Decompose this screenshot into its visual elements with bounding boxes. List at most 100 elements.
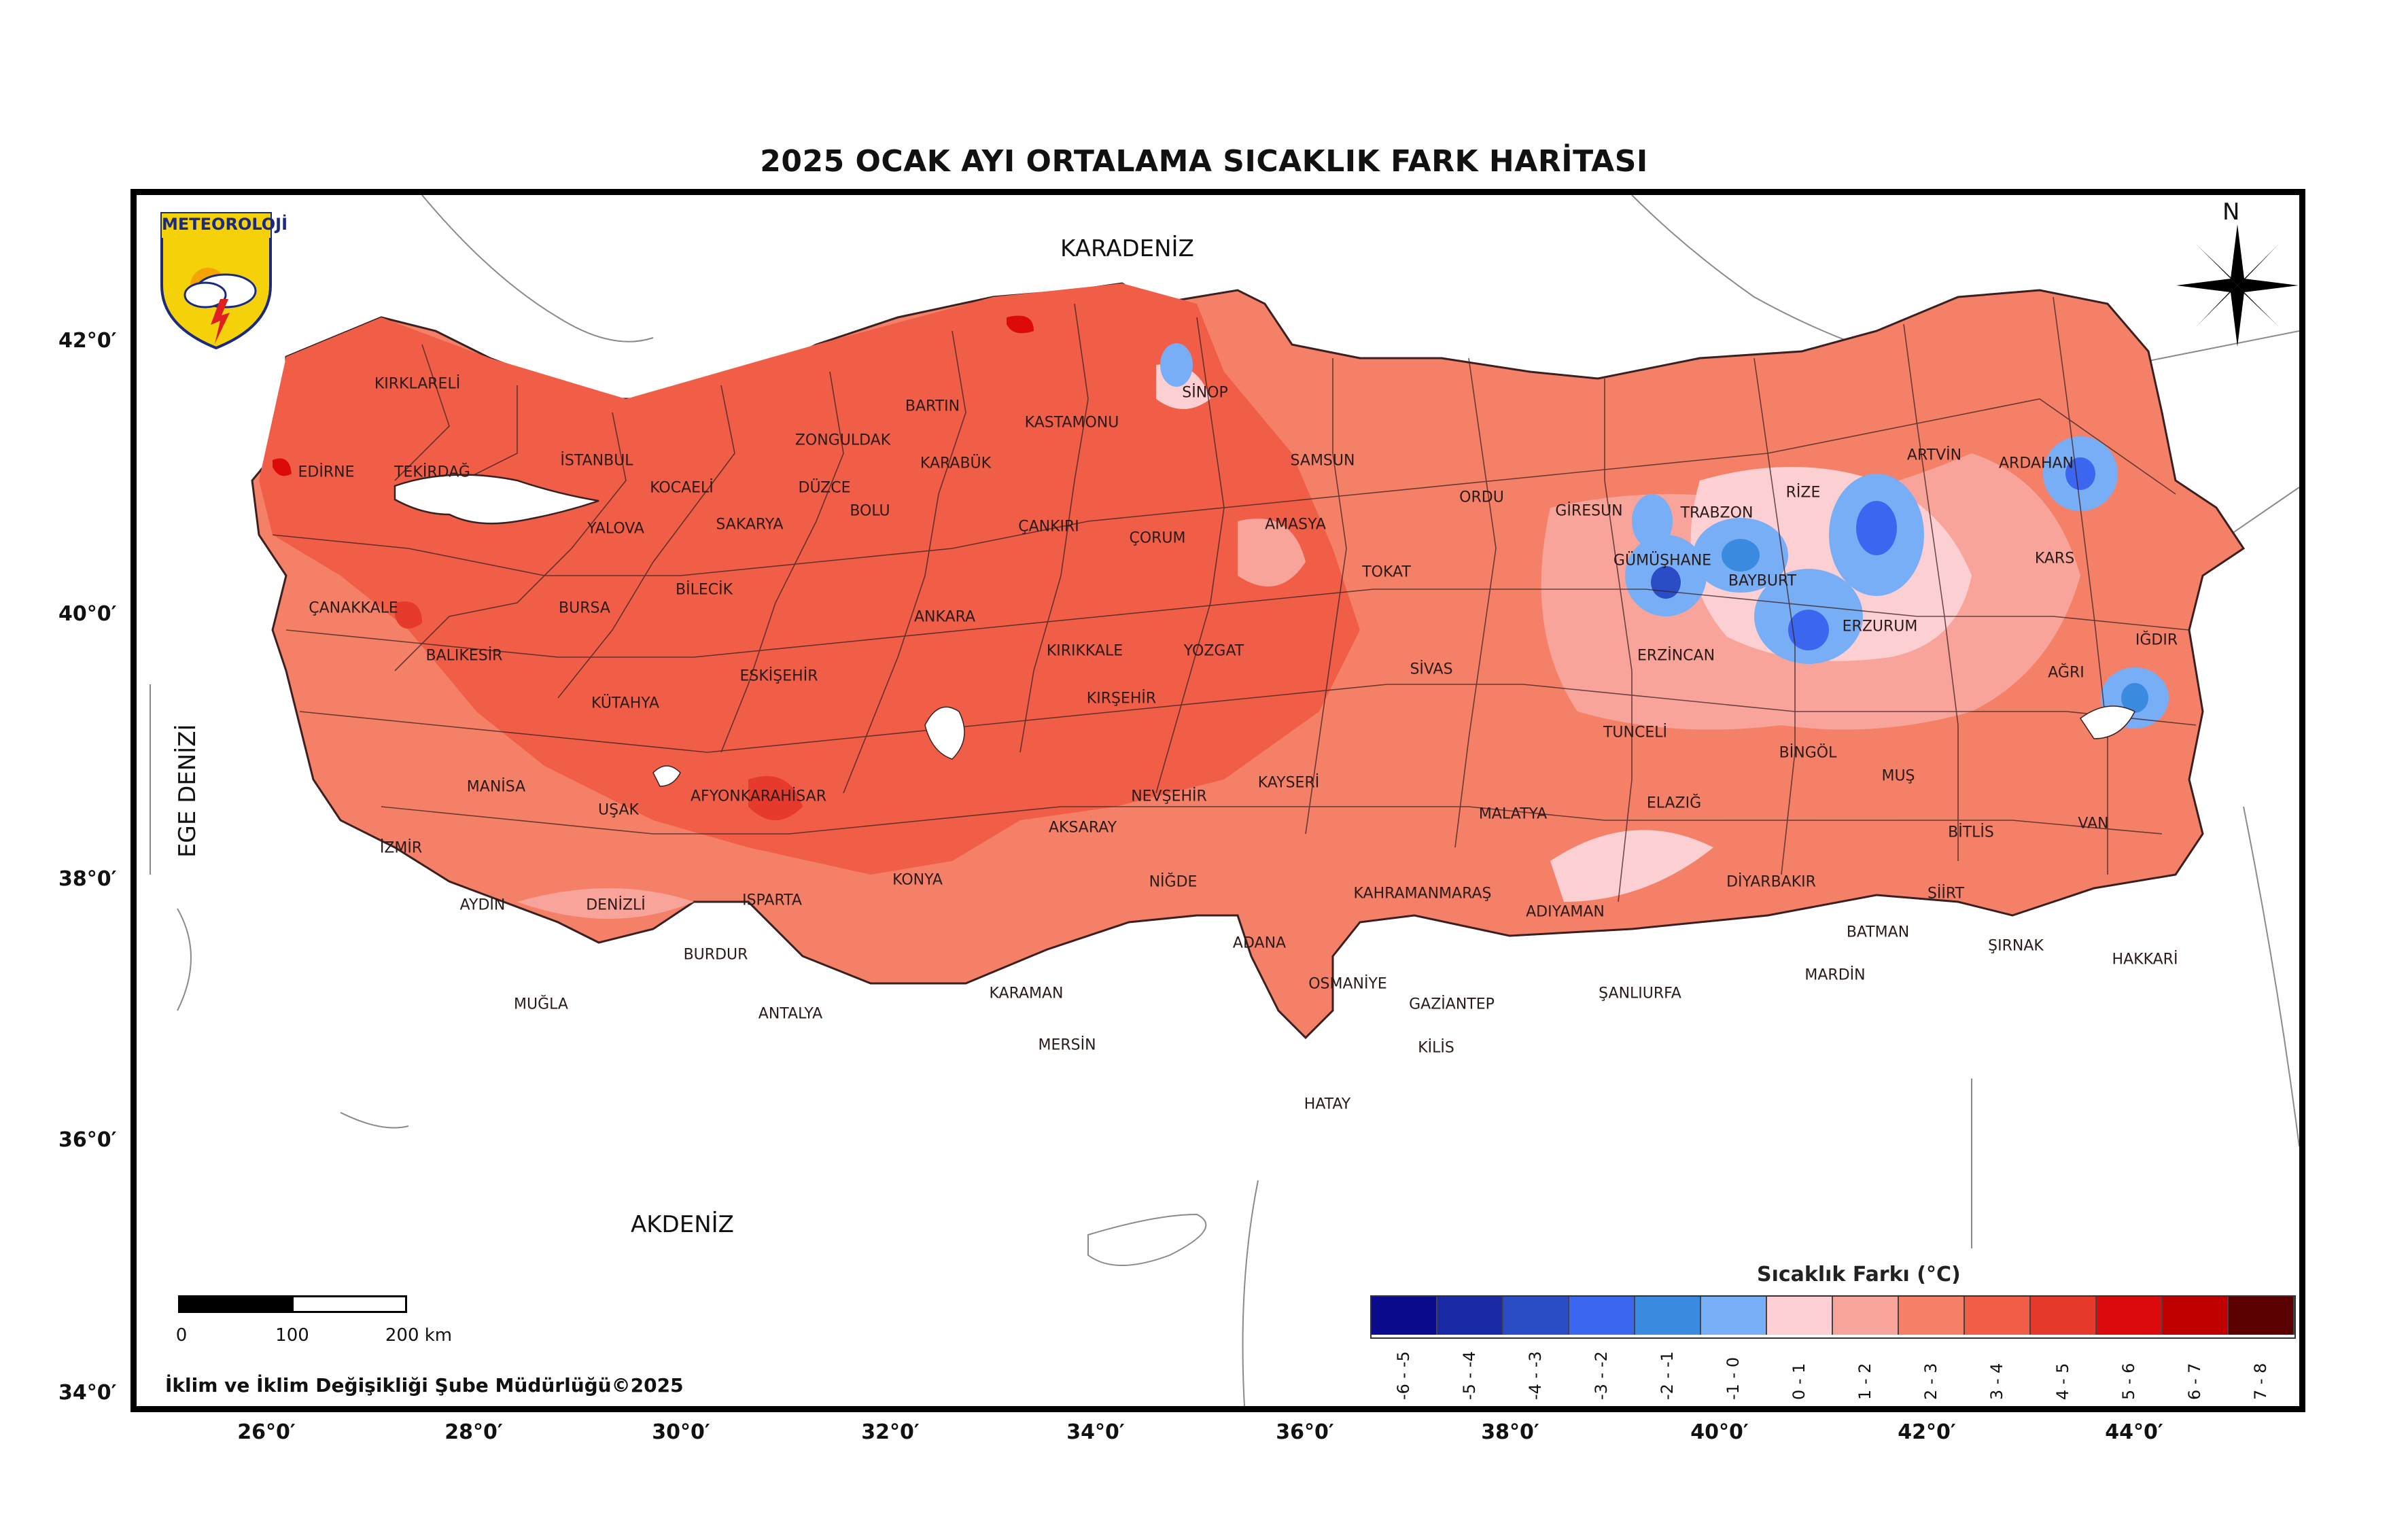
province-label: BOLU [850,502,890,520]
longitude-label: 26°0′ [237,1420,296,1444]
province-label: ŞANLIURFA [1599,985,1681,1002]
rhodes-outline [340,1112,409,1129]
province-label: ZONGULDAK [795,432,891,449]
sea-label-karadeniz: KARADENİZ [1060,235,1194,262]
legend-label: -2 - -1 [1657,1351,1677,1400]
province-label: BAYBURT [1728,572,1797,590]
province-label: BATMAN [1846,924,1910,941]
province-label: KARS [2034,550,2075,567]
legend-swatch [2097,1297,2163,1335]
province-label: TEKİRDAĞ [394,463,470,481]
province-label: YOZGAT [1183,642,1244,660]
province-label: EDİRNE [298,463,355,481]
province-label: KIRKLARELİ [374,375,461,393]
legend-label: 0 - 1 [1789,1363,1809,1400]
legend-swatch [1767,1297,1833,1335]
province-label: AFYONKARAHİSAR [691,788,826,805]
legend-swatch [1701,1297,1767,1335]
cyprus-outline [1087,1213,1207,1266]
province-label: KASTAMONU [1024,414,1119,432]
scale-bar-segment [178,1295,294,1313]
province-label: KAYSERİ [1257,774,1320,792]
province-borders [272,296,2197,902]
legend-swatch [1372,1297,1437,1335]
latitude-label: 40°0′ [58,602,117,626]
lakes [652,705,2136,787]
province-label: ŞIRNAK [1988,937,2044,955]
province-label: MALATYA [1478,805,1548,823]
legend-label: 5 - 6 [2118,1363,2138,1400]
longitude-label: 36°0′ [1276,1420,1334,1444]
province-label: NEVŞEHİR [1131,788,1207,805]
province-label: ELAZIĞ [1646,794,1702,812]
province-label: SAMSUN [1290,452,1355,470]
province-label: AMASYA [1265,516,1326,533]
latitude-label: 36°0′ [58,1128,117,1152]
longitude-label: 40°0′ [1690,1420,1749,1444]
longitude-label: 44°0′ [2105,1420,2163,1444]
province-label: TUNCELİ [1603,724,1668,741]
legend-swatch [2229,1297,2294,1335]
province-label: BİTLİS [1948,824,1994,841]
legend-swatch [1899,1297,1965,1335]
anomaly-shading [259,283,2169,919]
map-title: 2025 OCAK AYI ORTALAMA SICAKLIK FARK HAR… [760,144,1648,179]
weather-cloud-lightning-icon [160,212,272,350]
sea-label-ege: EGE DENİZİ [174,724,201,858]
province-label: KIRIKKALE [1046,642,1123,660]
temperature-anomaly-map [150,195,2299,1406]
sea-label-akdeniz: AKDENİZ [631,1211,734,1238]
province-label: HATAY [1304,1095,1351,1113]
province-label: İZMİR [379,839,423,857]
scale-bar-label: 200 km [385,1325,453,1346]
legend-label: 1 - 2 [1855,1363,1874,1400]
levant-coast [1242,1180,1259,1406]
province-label: AYDIN [459,896,506,914]
province-label: TOKAT [1362,563,1411,581]
province-label: MERSİN [1038,1036,1096,1054]
province-label: VAN [2078,815,2109,832]
province-label: ARDAHAN [1999,455,2074,472]
province-label: BURDUR [683,946,748,964]
black-sea-coast-north [421,195,654,343]
province-label: ERZURUM [1842,618,1918,635]
scale-bar-label: 100 [275,1325,309,1346]
province-label: RİZE [1785,484,1821,502]
compass-north-label: N [2222,198,2240,226]
province-label: KİLİS [1418,1039,1454,1057]
province-label: DİYARBAKIR [1726,873,1816,891]
logo-text: METEOROLOJİ [162,215,288,234]
province-label: BARTIN [905,398,960,415]
scale-bar-label: 0 [175,1325,188,1346]
province-label: ÇANKIRI [1018,518,1079,536]
legend-label: -5 - -4 [1459,1351,1479,1400]
legend-label: 6 - 7 [2184,1363,2204,1400]
credit-text: İklim ve İklim Değişikliği Şube Müdürlüğ… [165,1374,684,1397]
province-label: ADIYAMAN [1526,903,1605,921]
legend-label: 2 - 3 [1921,1363,1940,1400]
caucasus-coast [1631,195,1877,352]
province-label: SİNOP [1182,384,1228,402]
province-label: ARTVİN [1906,446,1962,464]
province-label: NİĞDE [1149,873,1198,891]
province-label: ADANA [1232,934,1287,952]
legend-label: 3 - 4 [1987,1363,2006,1400]
province-label: ERZİNCAN [1637,647,1715,665]
legend-label: 7 - 8 [2250,1363,2270,1400]
latitude-label: 34°0′ [58,1381,117,1405]
province-label: ÇANAKKALE [309,599,398,617]
caspian-side [2229,487,2299,536]
legend-label: 4 - 5 [2053,1363,2072,1400]
province-label: KIRŞEHİR [1086,690,1157,707]
province-label: KAHRAMANMARAŞ [1353,885,1492,902]
province-label: KARAMAN [989,985,1064,1002]
legend [1370,1295,2296,1339]
greek-coast [150,684,192,1011]
province-label: ORDU [1459,489,1504,506]
province-label: BURSA [559,599,610,617]
legend-swatch [1635,1297,1701,1335]
province-label: GAZİANTEP [1409,996,1495,1013]
latitude-label: 42°0′ [58,329,117,353]
province-label: ANTALYA [758,1005,823,1023]
legend-swatch [2031,1297,2097,1335]
